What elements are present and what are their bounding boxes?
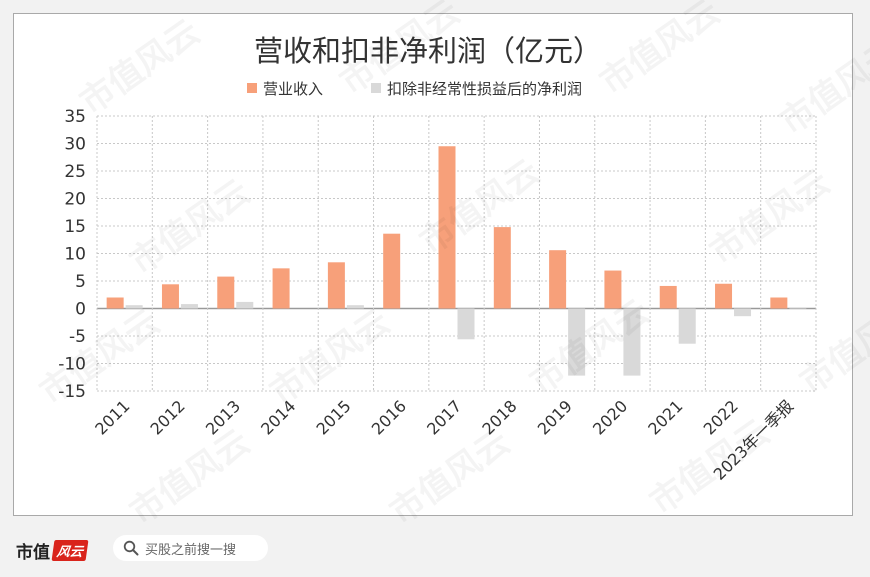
y-tick-label: 35: [64, 107, 86, 127]
y-tick-label: 5: [75, 272, 86, 292]
x-tick-label: 2012: [147, 396, 189, 438]
bar-chart: 营收和扣非净利润（亿元） 营业收入 扣除非经常性损益后的净利润 35 30 25 20…: [58, 34, 817, 484]
y-tick-label: 0: [75, 300, 86, 320]
bar-revenue: [438, 146, 456, 309]
x-tick-label: 2018: [478, 396, 520, 438]
bar-revenue: [383, 233, 401, 309]
x-tick-label: 2013: [202, 396, 244, 438]
bar-revenue: [493, 227, 511, 309]
legend-label-net-profit: 扣除非经常性损益后的净利润: [387, 80, 582, 98]
x-tick-label: 2019: [534, 396, 576, 438]
bar-net-profit: [180, 304, 198, 309]
y-tick-label: -5: [69, 327, 86, 347]
brand-name: 市值: [16, 543, 50, 563]
bar-revenue: [549, 250, 567, 309]
chart-legend: 营业收入 扣除非经常性损益后的净利润: [247, 80, 582, 98]
y-tick-label: -15: [58, 382, 86, 402]
bar-net-profit: [678, 308, 696, 344]
y-tick-label: 15: [64, 217, 86, 237]
bar-net-profit: [457, 308, 475, 340]
brand-logo-mark: 风云: [51, 540, 89, 561]
y-tick-label: 20: [64, 190, 86, 210]
search-box[interactable]: 买股之前搜一搜: [113, 535, 268, 561]
x-tick-label: 2017: [423, 396, 465, 438]
x-tick-label: 2015: [312, 396, 354, 438]
bar-revenue: [327, 262, 345, 309]
bar-net-profit: [623, 308, 641, 376]
bar-revenue: [770, 297, 788, 309]
bar-net-profit: [346, 305, 364, 309]
chart-title: 营收和扣非净利润（亿元）: [254, 34, 602, 68]
bar-revenue: [161, 284, 179, 309]
chart-frame: 营收和扣非净利润（亿元） 营业收入 扣除非经常性损益后的净利润 35 30 25 20…: [13, 13, 853, 516]
y-tick-label: 10: [64, 245, 86, 265]
x-tick-label: 2020: [589, 396, 631, 438]
bar-revenue: [217, 276, 235, 309]
legend-label-revenue: 营业收入: [263, 80, 323, 98]
y-tick-label: 25: [64, 162, 86, 182]
bar-net-profit: [568, 308, 586, 376]
footer-bar: 市值 风云 买股之前搜一搜: [0, 522, 870, 577]
bar-revenue: [272, 268, 290, 309]
y-tick-label: -10: [58, 355, 86, 375]
bar-net-profit: [734, 308, 752, 317]
bar-net-profit: [125, 305, 143, 309]
x-tick-label: 2014: [257, 396, 299, 438]
x-tick-label: 2022: [700, 396, 742, 438]
brand-logo[interactable]: 市值 风云: [16, 538, 89, 563]
bar-revenue: [715, 283, 733, 309]
x-tick-label: 2011: [91, 396, 133, 438]
bar-revenue: [659, 285, 677, 309]
x-tick-label: 2016: [368, 396, 410, 438]
legend-swatch-net-profit: [371, 83, 381, 93]
bar-net-profit: [236, 301, 254, 309]
legend-swatch-revenue: [247, 83, 257, 93]
y-tick-label: 30: [64, 135, 86, 155]
bar-revenue: [106, 297, 124, 309]
bar-net-profit: [789, 308, 807, 310]
x-tick-label: 2021: [644, 396, 686, 438]
search-placeholder: 买股之前搜一搜: [145, 542, 237, 558]
search-icon: [123, 540, 139, 556]
bar-revenue: [604, 270, 622, 309]
